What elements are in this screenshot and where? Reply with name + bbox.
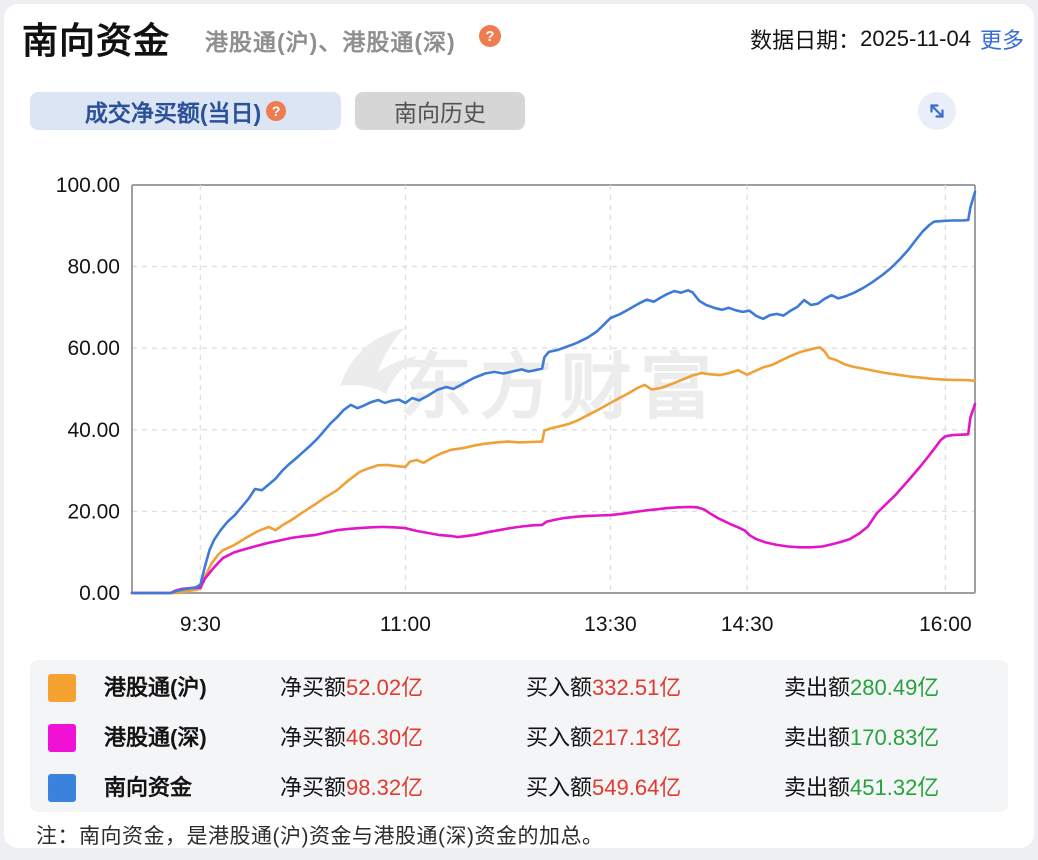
total-series-name: 南向资金 <box>104 775 193 800</box>
sh-sell-cell: 卖出额280.49亿 <box>784 675 940 700</box>
series-line-hgt-sh <box>130 346 977 595</box>
legend-row-total: 南向资金 净买额98.32亿 买入额549.64亿 卖出额451.32亿 <box>30 774 1008 802</box>
legend-row-sz: 港股通(深) 净买额46.30亿 买入额217.13亿 卖出额170.83亿 <box>30 724 1008 752</box>
tab-help-icon[interactable]: ? <box>266 101 287 121</box>
more-link[interactable]: 更多 <box>979 28 1024 53</box>
y-tick-label: 100.00 <box>56 174 120 197</box>
total-sell-value: 451.32亿 <box>850 775 940 800</box>
total-buy-cell: 买入额549.64亿 <box>526 775 682 800</box>
series-line-total <box>130 190 977 595</box>
sz-buy-cell: 买入额217.13亿 <box>526 725 682 750</box>
southbound-funds-card: 南向资金 港股通(沪)、港股通(深) ? 数据日期： 2025-11-04 更多 … <box>4 4 1034 848</box>
total-buy-value: 549.64亿 <box>592 775 682 800</box>
tab-netbuy-intraday-label: 成交净买额(当日) <box>84 100 262 126</box>
y-tick-label: 40.00 <box>67 419 120 442</box>
x-tick-label: 9:30 <box>180 613 221 636</box>
sh-buy-cell: 买入额332.51亿 <box>526 675 682 700</box>
total-sell-cell: 卖出额451.32亿 <box>784 775 940 800</box>
total-color-swatch <box>48 774 76 802</box>
tab-southbound-history[interactable]: 南向历史 <box>355 92 525 130</box>
y-tick-label: 80.00 <box>67 256 120 279</box>
sz-color-swatch <box>48 724 76 752</box>
subtitle-help-icon[interactable]: ? <box>479 25 501 47</box>
x-tick-label: 11:00 <box>380 613 431 636</box>
sh-color-swatch <box>48 674 76 702</box>
sh-net-cell: 净买额52.02亿 <box>280 675 424 700</box>
sz-sell-cell: 卖出额170.83亿 <box>784 725 940 750</box>
series-line-hgt-sz <box>130 402 977 595</box>
data-date-value: 2025-11-04 <box>860 26 971 51</box>
y-tick-label: 0.00 <box>79 582 120 605</box>
total-net-value: 98.32亿 <box>346 775 424 800</box>
chart-legend: 港股通(沪) 净买额52.02亿 买入额332.51亿 卖出额280.49亿 港… <box>30 660 1008 812</box>
sh-series-name: 港股通(沪) <box>104 675 207 700</box>
page-title: 南向资金 <box>22 20 171 61</box>
expand-icon <box>930 104 944 118</box>
expand-button[interactable] <box>918 92 956 130</box>
sz-net-value: 46.30亿 <box>346 725 424 750</box>
total-net-cell: 净买额98.32亿 <box>280 775 424 800</box>
legend-row-sh: 港股通(沪) 净买额52.02亿 买入额332.51亿 卖出额280.49亿 <box>30 674 1008 702</box>
page-subtitle: 港股通(沪)、港股通(深) <box>205 29 456 55</box>
netbuy-intraday-chart: 100.00 80.00 60.00 40.00 20.00 0.00 9:30 11:00 1… <box>4 160 1034 640</box>
tab-netbuy-intraday[interactable]: 成交净买额(当日) ? <box>30 92 341 130</box>
x-tick-label: 14:30 <box>721 613 774 636</box>
watermark-logo <box>340 328 418 394</box>
y-tick-label: 20.00 <box>67 500 120 523</box>
sz-series-name: 港股通(深) <box>104 725 207 750</box>
tab-southbound-history-label: 南向历史 <box>394 100 486 126</box>
data-date-label: 数据日期： <box>750 28 861 53</box>
sh-buy-value: 332.51亿 <box>592 675 682 700</box>
sz-buy-value: 217.13亿 <box>592 725 682 750</box>
sh-sell-value: 280.49亿 <box>850 675 940 700</box>
x-tick-label: 13:30 <box>584 613 637 636</box>
y-tick-label: 60.00 <box>67 337 120 360</box>
sh-net-value: 52.02亿 <box>346 675 424 700</box>
x-tick-label: 16:00 <box>919 613 972 636</box>
footnote: 注：南向资金，是港股通(沪)资金与港股通(深)资金的加总。 <box>36 825 604 848</box>
data-date-block: 数据日期： 2025-11-04 更多 <box>750 23 1024 55</box>
sz-net-cell: 净买额46.30亿 <box>280 725 424 750</box>
sz-sell-value: 170.83亿 <box>850 725 940 750</box>
